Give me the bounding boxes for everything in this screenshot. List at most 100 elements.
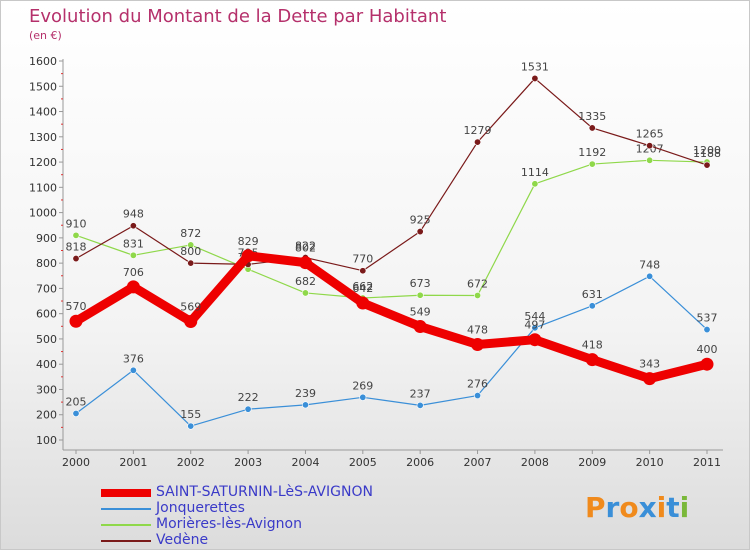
data-label-saint-saturnin-les-avignon: 478 — [467, 323, 488, 336]
data-label-vedene: 818 — [66, 241, 87, 254]
data-point-saint-saturnin-les-avignon — [643, 372, 657, 386]
logo-letter: x — [638, 491, 657, 524]
y-tick-label: 400 — [36, 358, 57, 371]
data-label-vedene: 800 — [180, 245, 201, 258]
data-label-saint-saturnin-les-avignon: 418 — [582, 339, 603, 352]
y-tick-label: 300 — [36, 383, 57, 396]
x-tick-label: 2009 — [578, 456, 606, 469]
data-point-vedene — [703, 161, 711, 169]
data-label-vedene: 1188 — [693, 147, 721, 160]
data-label-jonquerettes: 205 — [66, 395, 87, 408]
data-point-jonquerettes — [129, 366, 137, 374]
legend-swatch-vedene — [101, 540, 151, 542]
data-label-morieres-les-avignon: 1200 — [693, 144, 721, 157]
data-point-saint-saturnin-les-avignon — [126, 280, 140, 294]
data-point-morieres-les-avignon — [72, 231, 80, 239]
data-label-saint-saturnin-les-avignon: 570 — [66, 300, 87, 313]
data-label-jonquerettes: 748 — [639, 258, 660, 271]
y-tick-label: 1600 — [29, 55, 57, 68]
series-line-vedene — [75, 77, 708, 272]
y-tick-label: 1500 — [29, 80, 57, 93]
data-label-jonquerettes: 237 — [410, 387, 431, 400]
data-point-jonquerettes — [72, 409, 80, 417]
y-tick-label: 500 — [36, 333, 57, 346]
legend-swatch-morieres — [101, 524, 151, 526]
data-label-jonquerettes: 276 — [467, 378, 488, 391]
data-label-vedene: 925 — [410, 214, 431, 227]
data-label-jonquerettes: 376 — [123, 352, 144, 365]
data-label-morieres-les-avignon: 672 — [467, 277, 488, 290]
logo-letter: o — [619, 491, 639, 524]
logo-letter: i — [656, 491, 667, 524]
y-tick-label: 700 — [36, 282, 57, 295]
logo-letter: t — [666, 491, 680, 524]
data-point-morieres-les-avignon — [301, 289, 309, 297]
data-point-saint-saturnin-les-avignon — [356, 296, 370, 310]
y-tick-label: 600 — [36, 308, 57, 321]
x-tick-label: 2011 — [693, 456, 721, 469]
data-point-vedene — [588, 124, 596, 132]
data-point-morieres-les-avignon — [129, 251, 137, 259]
data-point-morieres-les-avignon — [416, 291, 424, 299]
data-label-vedene: 1265 — [636, 128, 664, 141]
data-point-jonquerettes — [244, 405, 252, 413]
data-point-jonquerettes — [187, 422, 195, 430]
x-tick-label: 2007 — [464, 456, 492, 469]
x-tick-label: 2005 — [349, 456, 377, 469]
data-point-vedene — [531, 74, 539, 82]
data-label-morieres-les-avignon: 831 — [123, 237, 144, 250]
data-label-jonquerettes: 537 — [697, 312, 718, 325]
data-label-morieres-les-avignon: 1192 — [578, 146, 606, 159]
data-point-morieres-les-avignon — [531, 180, 539, 188]
y-tick-label: 1200 — [29, 156, 57, 169]
data-label-jonquerettes: 239 — [295, 387, 316, 400]
y-tick-label: 1000 — [29, 207, 57, 220]
x-tick-label: 2000 — [62, 456, 90, 469]
data-point-jonquerettes — [416, 401, 424, 409]
data-label-saint-saturnin-les-avignon: 343 — [639, 358, 660, 371]
data-label-morieres-les-avignon: 910 — [66, 217, 87, 230]
x-tick-label: 2010 — [636, 456, 664, 469]
chart-title: Evolution du Montant de la Dette par Hab… — [29, 6, 447, 27]
x-tick-label: 2001 — [119, 456, 147, 469]
data-point-saint-saturnin-les-avignon — [298, 256, 312, 270]
data-point-morieres-les-avignon — [646, 156, 654, 164]
data-label-morieres-les-avignon: 662 — [352, 280, 373, 293]
data-label-vedene: 822 — [295, 240, 316, 253]
data-label-saint-saturnin-les-avignon: 802 — [295, 242, 316, 255]
data-point-jonquerettes — [703, 326, 711, 334]
data-label-vedene: 770 — [352, 253, 373, 266]
data-label-jonquerettes: 269 — [352, 379, 373, 392]
data-label-saint-saturnin-les-avignon: 497 — [524, 319, 545, 332]
unit-label: (en €) — [29, 29, 62, 42]
data-label-vedene: 1335 — [578, 110, 606, 123]
data-label-morieres-les-avignon: 872 — [180, 227, 201, 240]
data-point-jonquerettes — [588, 302, 596, 310]
data-point-saint-saturnin-les-avignon — [585, 353, 599, 367]
data-point-saint-saturnin-les-avignon — [471, 337, 485, 351]
x-tick-label: 2008 — [521, 456, 549, 469]
data-point-jonquerettes — [359, 393, 367, 401]
legend-label-morieres: Morières-lès-Avignon — [156, 516, 302, 532]
proxiti-logo: Proxiti — [585, 491, 689, 524]
data-label-saint-saturnin-les-avignon: 400 — [697, 343, 718, 356]
x-tick-label: 2002 — [177, 456, 205, 469]
data-point-vedene — [187, 259, 195, 267]
y-tick-label: 200 — [36, 409, 57, 422]
data-point-jonquerettes — [474, 392, 482, 400]
data-label-morieres-les-avignon: 682 — [295, 275, 316, 288]
data-label-saint-saturnin-les-avignon: 829 — [238, 235, 259, 248]
data-label-saint-saturnin-les-avignon: 642 — [352, 282, 373, 295]
data-label-jonquerettes: 222 — [238, 391, 259, 404]
data-point-saint-saturnin-les-avignon — [69, 314, 83, 328]
x-tick-label: 2004 — [291, 456, 319, 469]
data-label-saint-saturnin-les-avignon: 549 — [410, 306, 431, 319]
y-tick-label: 900 — [36, 232, 57, 245]
data-label-saint-saturnin-les-avignon: 706 — [123, 266, 144, 279]
data-label-jonquerettes: 155 — [180, 408, 201, 421]
data-point-morieres-les-avignon — [187, 241, 195, 249]
legend-label-vedene: Vedène — [156, 532, 209, 548]
logo-letter: i — [679, 491, 690, 524]
data-label-vedene: 1279 — [464, 124, 492, 137]
